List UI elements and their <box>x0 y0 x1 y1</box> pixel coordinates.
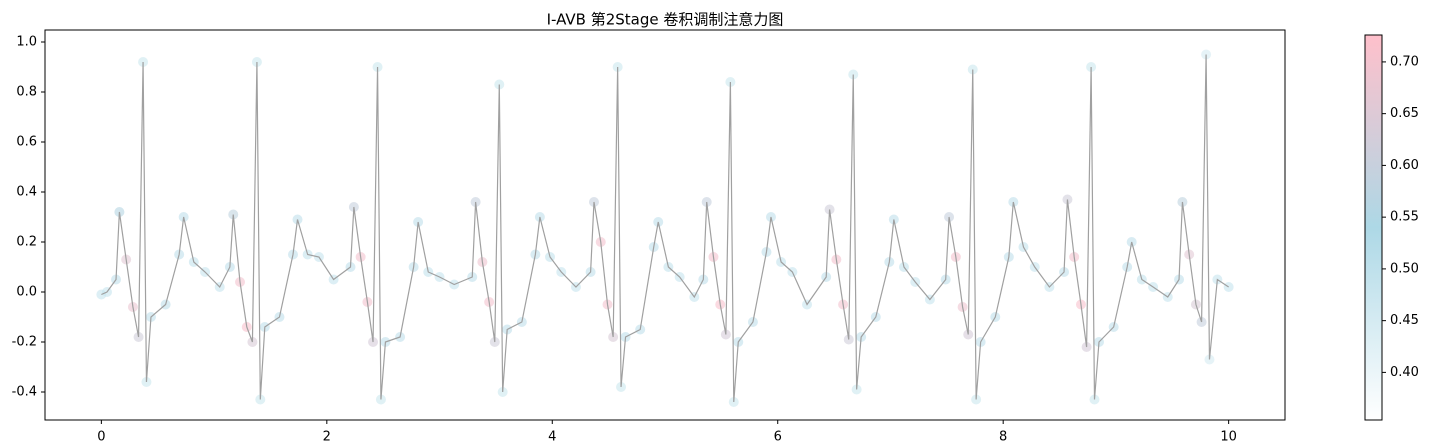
x-tick-label: 0 <box>97 430 105 445</box>
colorbar-tick-label: 0.55 <box>1390 210 1419 225</box>
chart-title: I-AVB 第2Stage 卷积调制注意力图 <box>547 11 784 29</box>
colorbar-tick-label: 0.40 <box>1390 365 1419 380</box>
plot-area <box>44 29 1286 421</box>
x-tick-label: 8 <box>999 430 1007 445</box>
signal-line <box>101 54 1229 403</box>
colorbar-tick-label: 0.70 <box>1390 54 1419 69</box>
attention-points <box>96 49 1234 407</box>
colorbar <box>1364 34 1383 421</box>
y-tick-label: -0.4 <box>12 385 37 400</box>
colorbar-tick-label: 0.50 <box>1390 261 1419 276</box>
y-tick-label: -0.2 <box>12 335 37 350</box>
x-tick-label: 10 <box>1220 430 1237 445</box>
y-tick-label: 0.2 <box>16 235 37 250</box>
x-tick-label: 2 <box>323 430 331 445</box>
y-tick-label: 0.8 <box>16 85 37 100</box>
colorbar-tick-label: 0.45 <box>1390 313 1419 328</box>
y-tick-label: 0.6 <box>16 135 37 150</box>
x-tick-label: 4 <box>548 430 556 445</box>
y-tick-label: 1.0 <box>16 35 37 50</box>
y-tick-label: 0.4 <box>16 185 37 200</box>
y-tick-label: 0.0 <box>16 285 37 300</box>
colorbar-tick-label: 0.65 <box>1390 106 1419 121</box>
colorbar-tick-label: 0.60 <box>1390 158 1419 173</box>
x-tick-label: 6 <box>774 430 782 445</box>
